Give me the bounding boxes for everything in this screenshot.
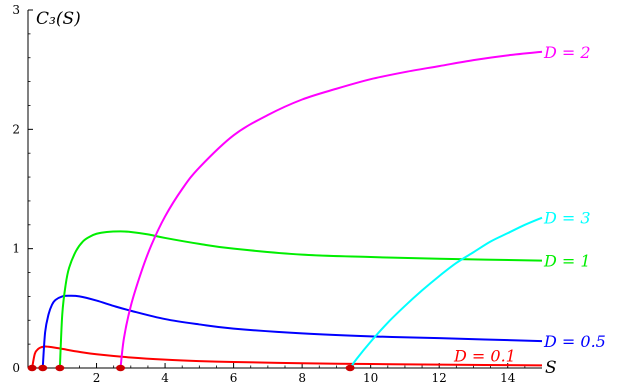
equilibrium-point	[55, 364, 65, 372]
y-tick-label: 0	[12, 361, 20, 375]
curves	[31, 50, 543, 369]
y-tick-label: 2	[12, 122, 20, 136]
x-tick-label: 2	[93, 371, 101, 385]
series-label-3: D = 1	[543, 252, 591, 271]
series-line-1	[31, 345, 543, 369]
series-label-2: D = 0.5	[543, 332, 606, 351]
x-axis-label: S	[545, 358, 557, 378]
x-tick-label: 10	[363, 371, 378, 385]
series-label-5: D = 3	[543, 209, 591, 228]
series-label-1: D = 0.1	[453, 346, 516, 365]
x-tick-label: 6	[230, 371, 238, 385]
series-line-4	[119, 50, 543, 369]
y-tick-label: 3	[12, 3, 20, 17]
y-axis-label: C₃(S)	[36, 9, 81, 29]
equilibrium-point	[116, 364, 126, 372]
equilibrium-point	[38, 364, 48, 372]
axes	[27, 10, 542, 369]
x-tick-label: 4	[161, 371, 169, 385]
x-tick-label: 14	[500, 371, 516, 385]
equilibrium-point	[345, 364, 355, 372]
x-tick-label: 12	[432, 371, 447, 385]
series-line-3	[58, 230, 543, 369]
y-tick-label: 1	[12, 242, 20, 256]
x-tick-label: 8	[298, 371, 306, 385]
equilibrium-point	[27, 364, 37, 372]
series-label-4: D = 2	[543, 43, 591, 62]
labels: D = 0.1 D = 0.5 D = 1 D = 2 D = 3 C₃(S) S	[36, 9, 606, 378]
points	[27, 364, 355, 372]
series-line-2	[41, 294, 543, 369]
series-line-5	[349, 216, 543, 369]
